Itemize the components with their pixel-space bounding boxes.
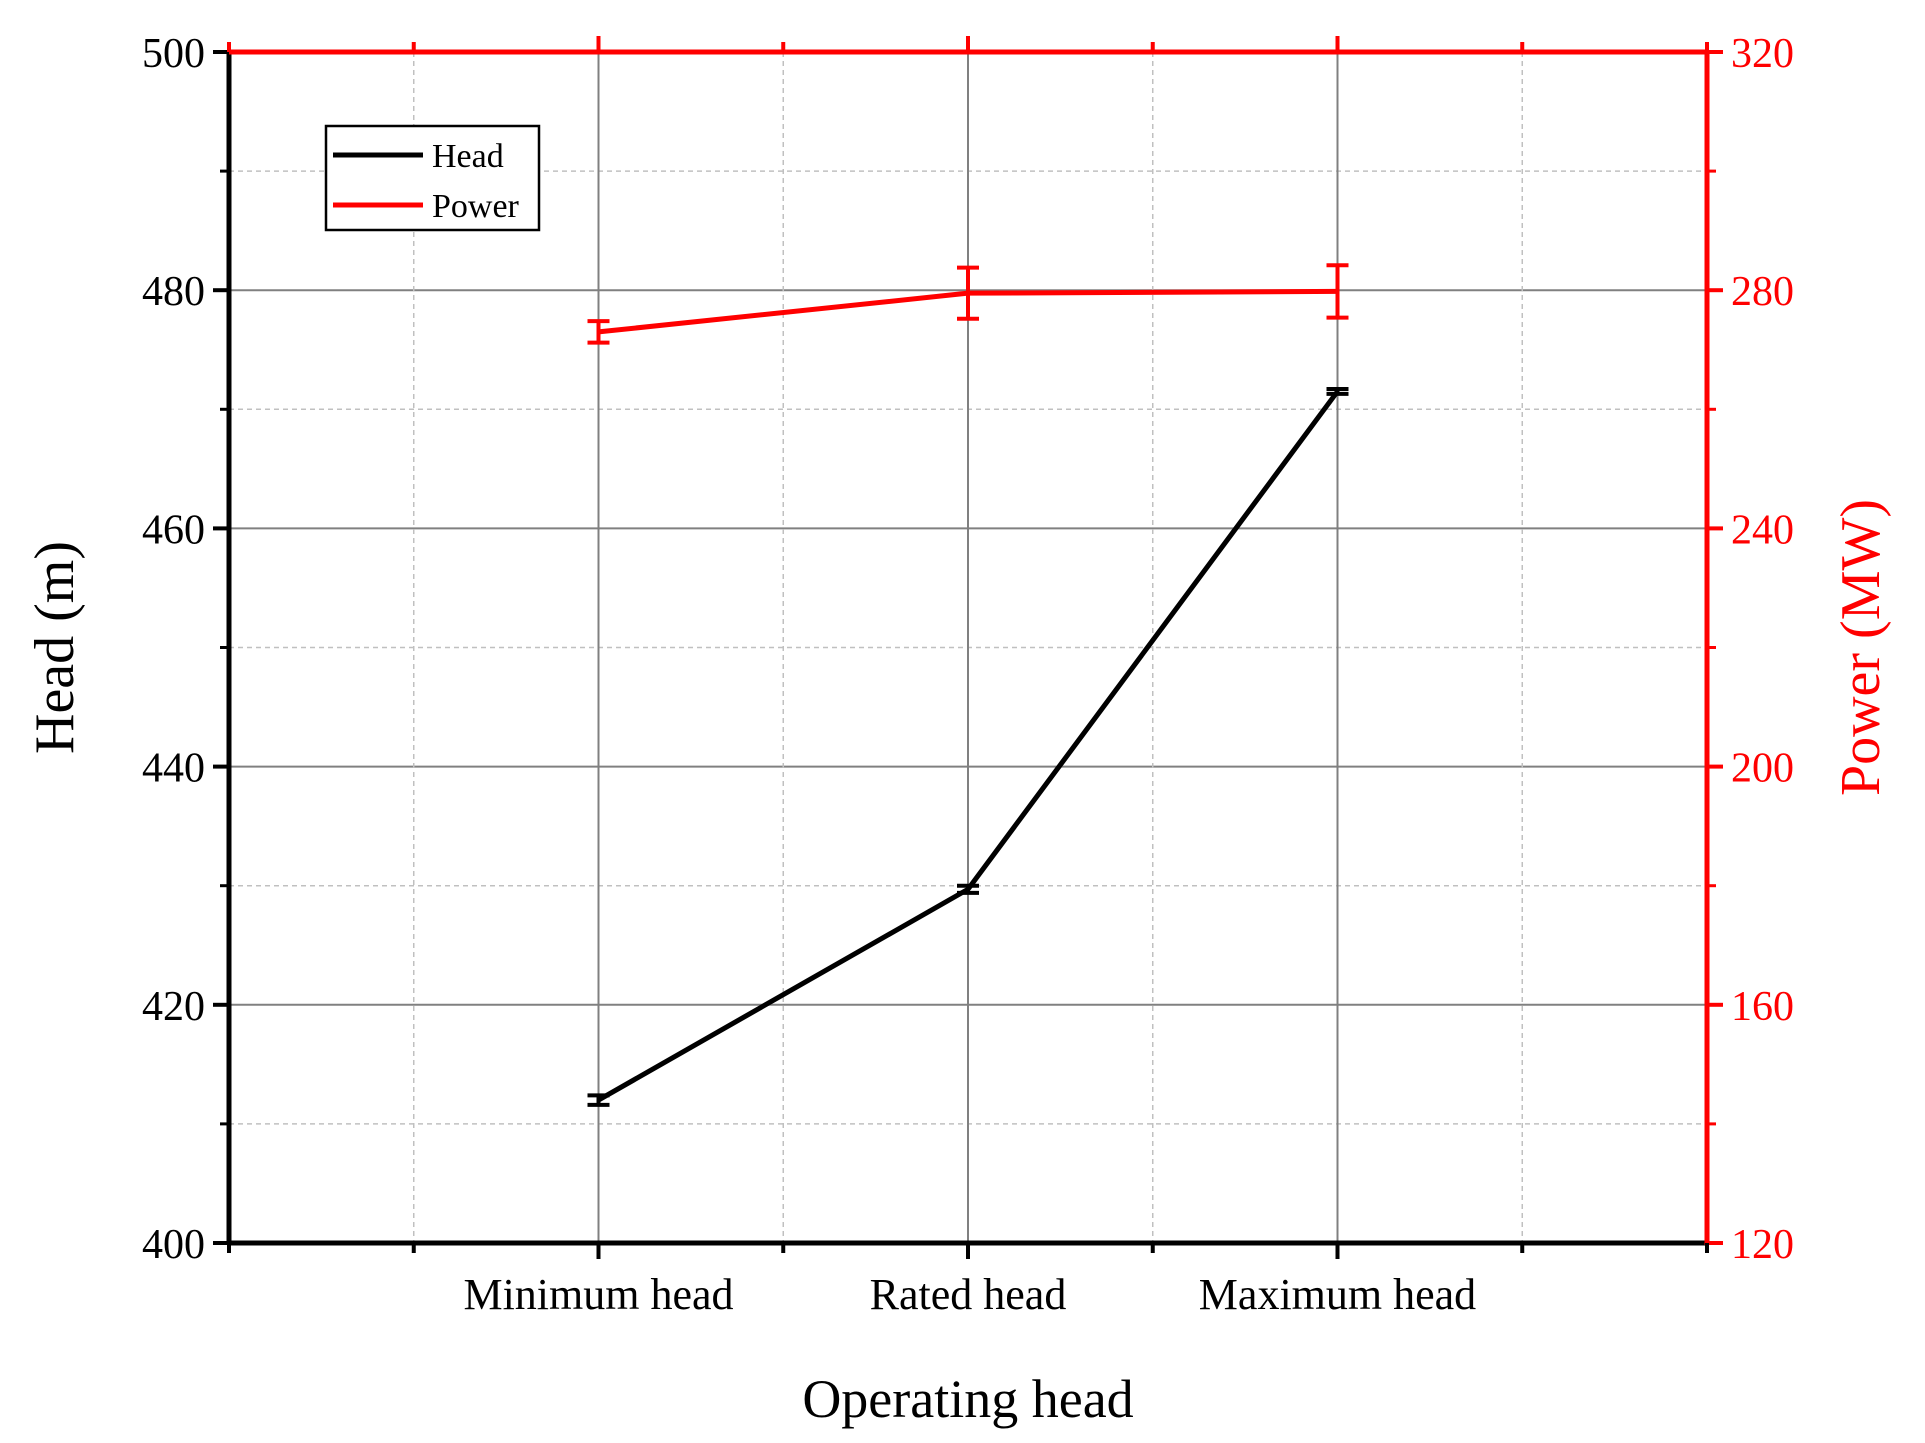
right-y-axis-title: Power (MW): [1830, 499, 1892, 796]
axes: [213, 36, 1723, 1259]
grid: [229, 52, 1707, 1243]
right-y-tick-label: 160: [1731, 984, 1794, 1030]
left-y-tick-label: 420: [142, 984, 205, 1030]
right-y-tick-label: 320: [1731, 31, 1794, 77]
x-tick-label: Minimum head: [463, 1270, 733, 1319]
left-y-tick-label: 480: [142, 269, 205, 315]
right-y-tick-label: 200: [1731, 746, 1794, 792]
left-y-tick-label: 460: [142, 507, 205, 553]
legend-box: [324, 124, 541, 232]
left-y-axis-title: Head (m): [24, 541, 86, 754]
series: [587, 263, 1349, 1107]
legend: Head Power: [324, 124, 541, 232]
legend-label: Head: [432, 138, 504, 175]
x-tick-label: Maximum head: [1199, 1270, 1476, 1319]
right-y-tick-label: 280: [1731, 269, 1794, 315]
x-tick-label: Rated head: [870, 1270, 1067, 1319]
right-y-tick-label: 240: [1731, 507, 1794, 553]
x-axis-title: Operating head: [802, 1369, 1133, 1429]
legend-label: Power: [432, 188, 520, 225]
left-y-tick-label: 400: [142, 1222, 205, 1268]
right-y-tick-label: 120: [1731, 1222, 1794, 1268]
left-y-tick-label: 500: [142, 31, 205, 77]
left-y-tick-label: 440: [142, 746, 205, 792]
labels: 400 420 440 460 480 500 120 160 200 240 280 320 Mini…: [24, 31, 1892, 1429]
